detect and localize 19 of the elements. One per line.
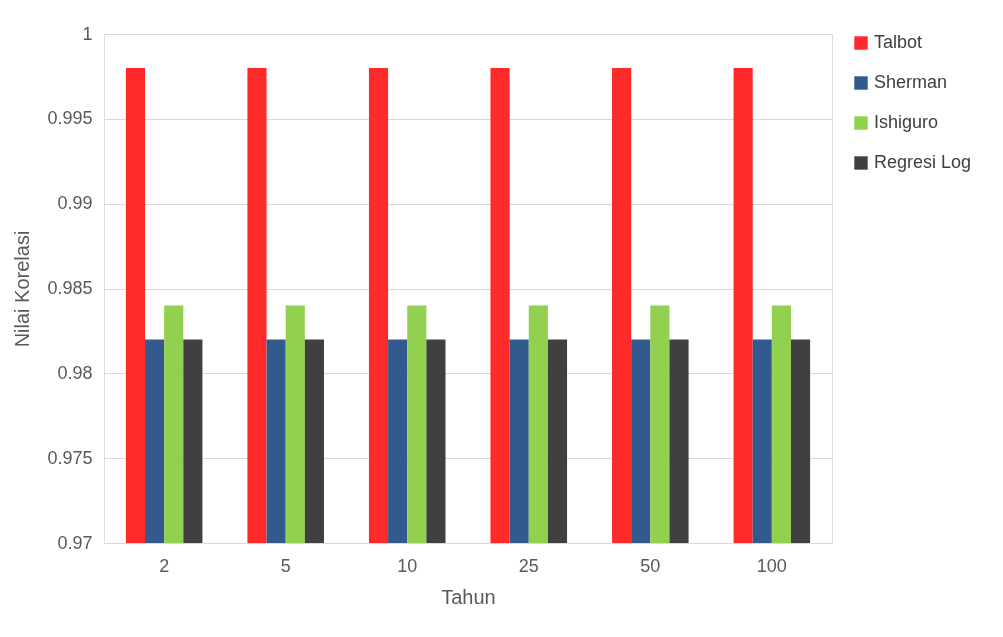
y-tick-label: 1 <box>82 23 93 44</box>
y-tick-label: 0.98 <box>57 362 93 383</box>
y-tick-label: 0.975 <box>47 447 93 468</box>
y-tick-label: 0.995 <box>47 108 93 129</box>
x-tick-label: 10 <box>397 555 418 576</box>
x-tick-label: 50 <box>640 555 661 576</box>
x-tick-label: 25 <box>518 555 539 576</box>
y-tick-label: 0.97 <box>57 532 93 553</box>
y-tick-label: 0.985 <box>47 278 93 298</box>
x-tick-label: 100 <box>756 555 787 576</box>
x-axis-title: Tahun <box>441 585 496 608</box>
legend-label: Ishiguro <box>874 112 939 132</box>
y-axis-title: Nilai Korelasi <box>11 230 34 348</box>
y-tick-label: 0.99 <box>57 193 93 214</box>
x-tick-label: 5 <box>280 555 291 576</box>
x-tick-label: 2 <box>159 555 170 576</box>
legend-label: Sherman <box>874 72 948 92</box>
legend-label: Regresi Log <box>874 152 972 172</box>
legend-label: Talbot <box>874 32 923 52</box>
